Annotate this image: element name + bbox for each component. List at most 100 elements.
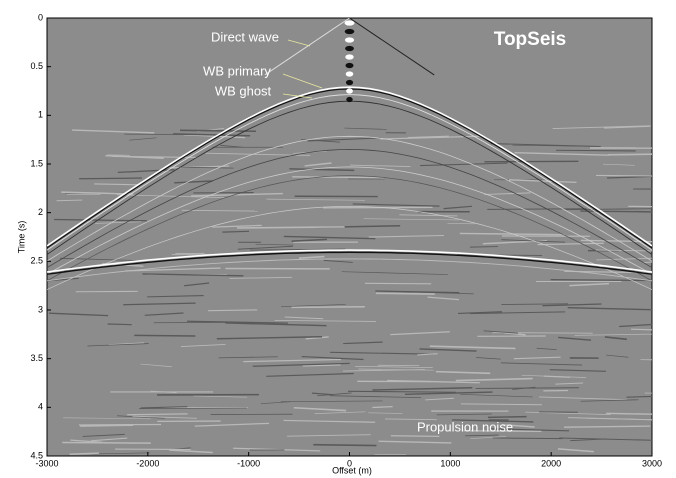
texture [343,341,383,345]
event [349,18,435,76]
texture [323,259,353,263]
texture [108,342,145,346]
texture [304,162,332,167]
texture [249,248,346,251]
texture [606,412,652,415]
texture [208,309,258,312]
texture [287,434,371,437]
texture [78,423,162,426]
texture [94,183,139,186]
texture [187,320,288,324]
texture [567,306,652,311]
texture [626,395,652,398]
texture [305,336,329,340]
event [345,71,354,77]
texture [368,234,444,238]
texture [378,440,452,444]
texture [184,282,210,287]
texture [465,434,499,437]
event [344,20,355,26]
texture [134,334,196,337]
texture [298,255,325,259]
texture [470,311,566,315]
texture [364,282,432,285]
texture [280,400,383,402]
texture [630,328,652,331]
x-tick-label: 1000 [440,458,460,468]
texture [435,370,491,375]
texture [628,205,652,208]
texture [502,423,535,428]
texture [436,413,492,416]
event [345,79,354,86]
x-tick-label: -3000 [35,458,58,468]
event [345,54,354,60]
texture [344,127,387,130]
texture [191,192,283,197]
event [47,175,652,282]
texture [54,218,147,222]
y-tick-label: 4 [38,402,43,412]
texture [212,224,262,228]
texture [399,214,458,217]
x-tick-label: -2000 [136,458,159,468]
event [47,258,652,282]
texture [283,419,376,423]
y-tick-label: 0 [38,12,43,22]
texture [260,401,292,405]
texture [63,417,151,420]
annotation: WB primary [203,63,271,78]
texture [492,437,563,440]
texture [500,362,583,366]
texture [116,194,225,198]
texture [501,303,568,305]
texture [525,411,611,415]
texture [87,343,149,347]
event [264,18,350,76]
texture [375,292,435,295]
texture [183,134,246,139]
x-tick-label: 0 [347,458,352,468]
texture [169,449,213,454]
texture [255,243,294,246]
texture [375,290,460,294]
event [344,28,355,35]
texture [302,363,341,367]
texture [117,415,165,419]
texture [537,242,604,246]
texture [82,433,125,437]
texture [549,369,606,372]
texture [142,273,244,277]
texture [552,125,651,129]
annotation: Propulsion noise [417,419,513,434]
texture [564,425,651,428]
texture [489,428,570,432]
texture [429,345,516,350]
texture [460,403,542,406]
texture [266,198,365,201]
texture [512,386,536,390]
texture [127,413,188,416]
x-tick-label: 3000 [642,458,662,468]
texture [580,210,652,213]
texture [70,439,103,443]
texture [222,230,250,233]
texture [476,357,501,360]
event [346,88,353,94]
texture [358,368,434,371]
texture [425,397,455,401]
texture [484,192,531,196]
texture [132,415,197,419]
texture [372,387,473,391]
texture [350,164,411,168]
chart-title: TopSeis [494,29,567,50]
texture [407,135,449,139]
texture [274,319,376,322]
texture [417,353,438,356]
texture [469,246,498,248]
texture [237,245,293,250]
texture [390,435,440,437]
texture [147,295,204,298]
texture [487,208,587,210]
texture [181,166,234,169]
